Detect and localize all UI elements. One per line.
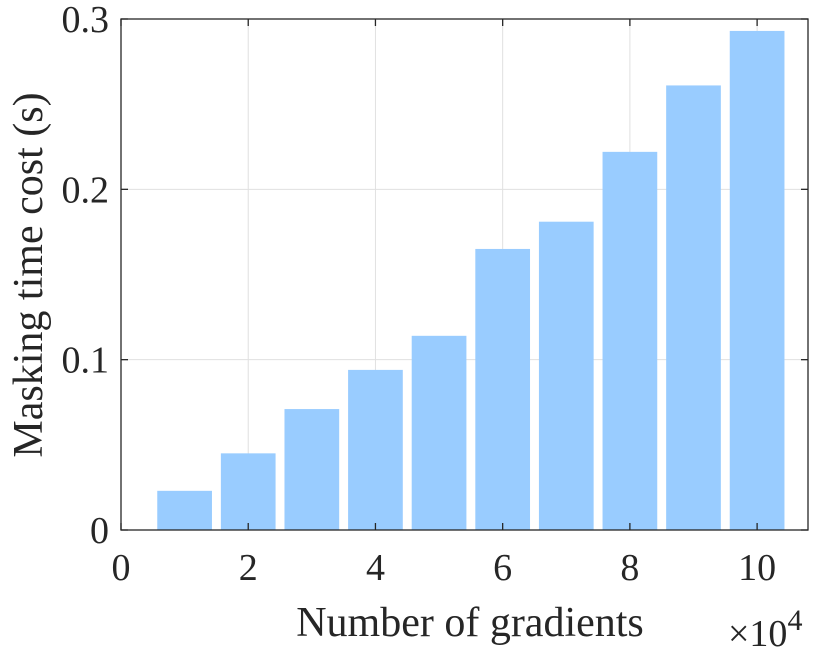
x-axis-multiplier-exponent: 4 xyxy=(787,604,802,637)
plot-frame xyxy=(120,18,809,531)
bar-6 xyxy=(475,248,531,530)
bar-2 xyxy=(220,453,276,530)
bar-1 xyxy=(157,490,212,530)
x-tick-label-1: 2 xyxy=(239,547,258,589)
y-axis-label: Masking time cost (s) xyxy=(6,92,52,457)
x-tick-label-0: 0 xyxy=(112,547,131,589)
y-tick-label-3: 0.3 xyxy=(62,0,110,41)
bar-9 xyxy=(666,85,721,531)
x-tick-label-4: 8 xyxy=(620,547,639,589)
bar-10 xyxy=(729,30,785,530)
bar-4 xyxy=(348,369,403,530)
bar-3 xyxy=(284,409,340,530)
bar-8 xyxy=(602,151,658,531)
bars xyxy=(157,30,785,531)
bar-7 xyxy=(538,221,594,531)
x-tick-label-2: 4 xyxy=(366,547,385,589)
x-axis-label: Number of gradients xyxy=(296,600,644,646)
y-tick-label-2: 0.2 xyxy=(62,169,110,211)
y-tick-label-0: 0 xyxy=(90,510,109,552)
x-axis-multiplier-base: ×10 xyxy=(728,613,787,652)
x-axis-multiplier: ×104 xyxy=(728,604,802,652)
y-tick-label-1: 0.1 xyxy=(62,340,110,382)
axes xyxy=(120,18,809,531)
bar-5 xyxy=(411,335,467,530)
tick-labels: 0 2 4 6 8 10 0 0.1 0.2 0.3 xyxy=(62,0,777,589)
x-tick-label-5: 10 xyxy=(738,547,776,589)
x-tick-label-3: 6 xyxy=(493,547,512,589)
